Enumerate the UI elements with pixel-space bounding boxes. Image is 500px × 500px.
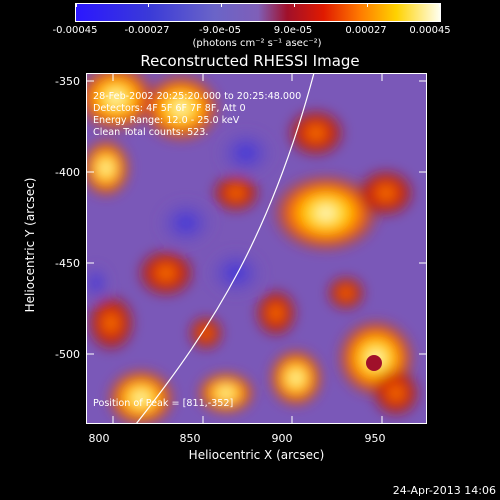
x-tick-label: 950 <box>364 432 386 445</box>
emission-blobs <box>86 73 421 424</box>
colorbar-tick-label: 9.0e-05 <box>273 25 313 36</box>
x-axis-title: Heliocentric X (arcsec) <box>188 448 325 462</box>
x-tick-label: 850 <box>179 432 201 445</box>
colorbar <box>75 3 441 22</box>
y-tick-label: -450 <box>55 257 80 270</box>
footer-date: 24-Apr-2013 14:06 <box>392 484 496 497</box>
y-tick-label: -350 <box>55 75 80 88</box>
y-tick-label: -400 <box>55 166 80 179</box>
plot-title: Reconstructed RHESSI Image <box>140 52 360 70</box>
colorbar-tick-label: 0.00027 <box>345 25 387 36</box>
rhessi-image-svg <box>86 73 427 424</box>
colorbar-tick-label: -0.00027 <box>124 25 170 36</box>
peak-position-label: Position of Peak = [811,-352] <box>93 398 234 409</box>
time-range-label: 28-Feb-2002 20:25:20.000 to 20:25:48.000 <box>93 91 302 102</box>
energy-range-label: Energy Range: 12.0 - 25.0 keV <box>93 115 240 126</box>
rhessi-image-plot <box>86 73 427 424</box>
clean-counts-label: Clean Total counts: 523. <box>93 127 209 138</box>
colorbar-tick-label: -9.0e-05 <box>199 25 241 36</box>
colorbar-unit-label: (photons cm⁻² s⁻¹ asec⁻²) <box>192 38 322 49</box>
colorbar-tick-label: 0.00045 <box>409 25 451 36</box>
x-tick-label: 900 <box>271 432 293 445</box>
y-axis-title: Heliocentric Y (arcsec) <box>23 177 37 313</box>
x-tick-label: 800 <box>88 432 110 445</box>
ring-core <box>366 355 382 371</box>
plot-frame <box>86 73 427 424</box>
y-tick-label: -500 <box>55 348 80 361</box>
solar-limb-line <box>135 73 315 424</box>
detectors-label: Detectors: 4F 5F 6F 7F 8F, Att 0 <box>93 103 246 114</box>
colorbar-tick-label: -0.00045 <box>52 25 98 36</box>
